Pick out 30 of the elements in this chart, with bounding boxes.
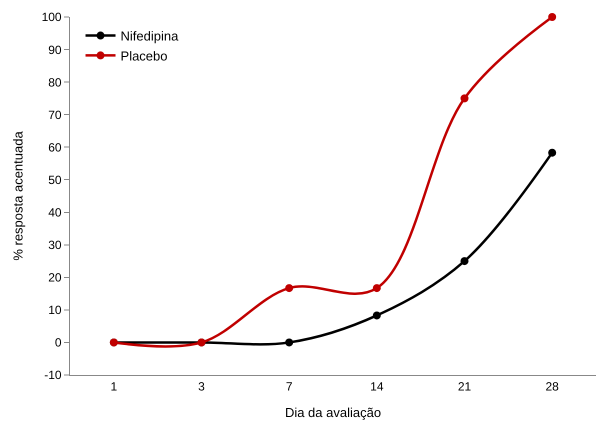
point — [460, 94, 468, 102]
point — [372, 284, 381, 292]
y-tick-label: 50 — [48, 172, 62, 187]
x-tick-label: 14 — [370, 379, 384, 394]
y-tick-label: 40 — [48, 205, 62, 220]
point — [285, 284, 294, 292]
point — [548, 13, 556, 21]
point — [285, 338, 294, 346]
point — [460, 257, 468, 266]
x-axis-title: Dia da avaliação — [284, 405, 382, 420]
y-tick-label: 30 — [48, 238, 62, 252]
y-axis-title: % resposta acentuada — [10, 130, 26, 261]
y-tick-label: 80 — [48, 75, 62, 90]
legend-label: Placebo — [120, 48, 168, 64]
y-tick-label: 100 — [42, 10, 62, 24]
x-tick-label: 7 — [286, 379, 293, 394]
x-tick-label: 1 — [110, 379, 118, 394]
y-tick-label: 10 — [48, 303, 62, 318]
y-tick-label: -10 — [44, 368, 62, 382]
x-tick-label: 3 — [198, 379, 206, 394]
y-tick-label: 0 — [54, 336, 62, 350]
y-tick-label: 90 — [48, 42, 62, 57]
y-tick-label: 60 — [48, 140, 62, 154]
legend-label: Nifedipina — [120, 28, 180, 44]
y-tick-label: 70 — [48, 108, 62, 122]
x-tick-label: 28 — [545, 379, 560, 394]
x-tick-label: 21 — [458, 379, 472, 394]
point — [548, 148, 556, 157]
point — [372, 311, 381, 320]
y-tick-label: 20 — [48, 270, 62, 285]
